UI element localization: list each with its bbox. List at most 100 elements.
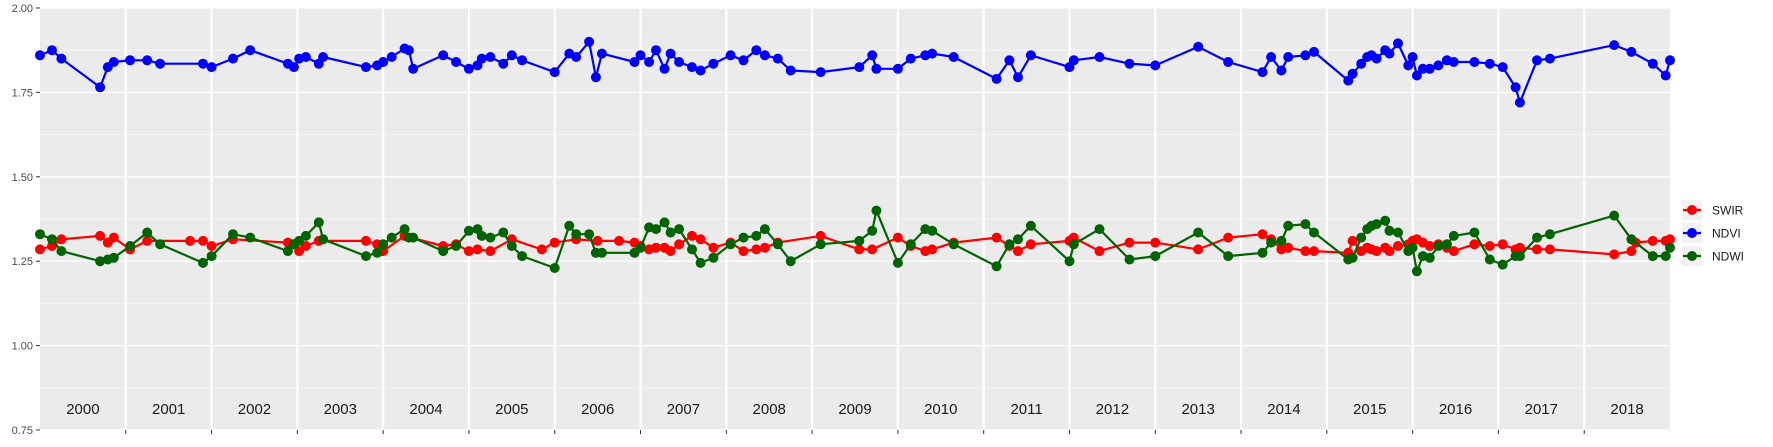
ndvi-point [1025, 50, 1036, 61]
ndwi-point [892, 257, 903, 268]
ndwi-point [674, 224, 685, 235]
ndvi-point [1484, 58, 1495, 69]
legend-label-ndvi: NDVI [1712, 227, 1741, 241]
ndvi-point [1510, 82, 1521, 93]
swir-point [1424, 241, 1435, 251]
year-label: 2013 [1181, 401, 1214, 418]
year-label: 2000 [66, 401, 99, 418]
legend-label-swir: SWIR [1712, 204, 1744, 218]
ndwi-point [635, 242, 646, 253]
ndvi-point [142, 55, 153, 66]
ndvi-point [476, 53, 487, 64]
ndwi-point [1448, 230, 1459, 241]
swir-point [1094, 246, 1105, 257]
year-label: 2010 [924, 401, 957, 418]
ndwi-point [1384, 225, 1395, 236]
ndvi-point [300, 52, 311, 62]
ndwi-point [1257, 247, 1268, 258]
ndvi-point [1544, 53, 1555, 64]
ndwi-point [927, 225, 938, 236]
ndvi-point [687, 62, 697, 73]
year-label: 2018 [1610, 401, 1643, 418]
ndvi-point [1407, 52, 1418, 62]
swir-point [674, 239, 685, 250]
swir-point [614, 235, 625, 246]
swir-point [1626, 246, 1637, 257]
swir-point [854, 244, 865, 255]
ndvi-point [651, 45, 661, 56]
legend-key-point-swir [1687, 205, 1697, 215]
ndwi-point [1223, 251, 1234, 262]
swir-point [1609, 249, 1620, 260]
ndwi-point [1393, 227, 1403, 238]
swir-point [1647, 235, 1658, 246]
swir-point [1257, 229, 1268, 240]
ndvi-point [725, 50, 736, 61]
ndwi-point [854, 235, 865, 246]
ndvi-point [785, 65, 796, 76]
year-label: 2017 [1525, 401, 1558, 418]
ndwi-point [751, 230, 762, 241]
ndvi-point [1393, 38, 1403, 49]
ndvi-point [708, 58, 719, 69]
swir-point [294, 246, 305, 257]
ndwi-point [871, 205, 882, 216]
ndvi-point [1469, 57, 1480, 67]
ndwi-point [1665, 242, 1675, 253]
ndvi-point [1347, 68, 1358, 79]
ndvi-point [1433, 60, 1444, 71]
legend-label-ndwi: NDWI [1712, 250, 1744, 264]
ndwi-point [708, 252, 719, 263]
ndwi-point [318, 234, 329, 245]
ndvi-point [1068, 55, 1079, 66]
year-label: 2006 [581, 401, 614, 418]
year-label: 2003 [324, 401, 357, 418]
swir-point [759, 242, 770, 253]
ndvi-point [288, 62, 299, 73]
swir-point [1013, 246, 1023, 257]
swir-point [35, 244, 45, 255]
ndwi-point [759, 224, 770, 235]
ndwi-point [463, 225, 474, 236]
swir-point [751, 244, 762, 255]
ndwi-point [1647, 251, 1658, 262]
ndvi-point [1384, 48, 1395, 59]
y-tick-label: 2.00 [12, 3, 33, 15]
ndvi-point [1371, 53, 1382, 64]
ndvi-point [56, 53, 67, 64]
ndvi-point [1514, 97, 1525, 108]
ndvi-point [596, 48, 607, 59]
year-label: 2016 [1439, 401, 1472, 418]
ndwi-point [1266, 237, 1277, 248]
ndwi-point [378, 239, 389, 250]
ndwi-point [738, 232, 749, 243]
ndvi-point [549, 67, 560, 78]
ndwi-point [1013, 234, 1023, 245]
ndvi-point [1403, 60, 1414, 71]
ndwi-point [1544, 229, 1555, 240]
y-tick-label: 1.00 [12, 341, 33, 353]
ndwi-point [1150, 251, 1161, 262]
swir-point [1393, 241, 1403, 251]
ndwi-point [1484, 254, 1495, 265]
ndvi-point [125, 55, 136, 66]
ndwi-point [571, 229, 582, 240]
year-label: 2014 [1267, 401, 1300, 418]
ndwi-point [725, 239, 736, 250]
ndvi-point [485, 52, 496, 62]
ndwi-point [372, 247, 383, 258]
ndwi-point [1356, 232, 1367, 243]
swir-point [695, 234, 706, 245]
swir-point [651, 242, 661, 253]
swir-point [892, 232, 903, 243]
legend-key-point-ndvi [1687, 228, 1697, 238]
year-label: 2007 [667, 401, 700, 418]
ndwi-point [1064, 256, 1075, 267]
legend-key-point-ndwi [1687, 251, 1697, 261]
ndvi-point [1448, 57, 1459, 67]
ndvi-point [674, 57, 685, 67]
swir-point [300, 241, 311, 251]
ndwi-point [1025, 220, 1036, 231]
